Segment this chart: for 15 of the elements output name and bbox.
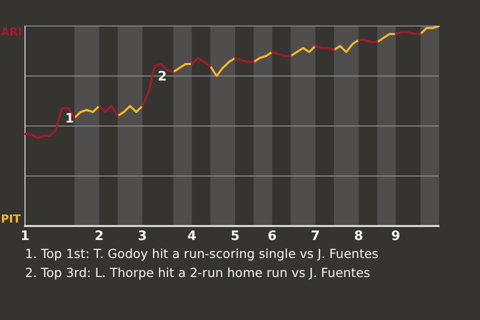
- text: ARI: [1, 25, 22, 38]
- x-tick-label: 6: [268, 229, 277, 244]
- x-tick-label: 4: [187, 229, 196, 244]
- x-tick-label: 7: [310, 229, 320, 244]
- text: 1. Top 1st: T. Godoy hit a run-scoring single vs J. Fuentes: [25, 245, 378, 263]
- x-tick-label: 2: [94, 229, 104, 244]
- x-tick-label: 8: [354, 229, 364, 244]
- annotation: 1: [65, 111, 74, 126]
- text: PIT: [1, 212, 22, 226]
- annotation: 2: [158, 69, 167, 84]
- x-tick-label: 3: [138, 229, 147, 244]
- x-tick-label: 9: [391, 229, 400, 244]
- x-tick-label: 1: [20, 229, 30, 244]
- x-tick-label: 5: [230, 229, 240, 244]
- text: 2. Top 3rd: L. Thorpe hit a 2-run home run vs J. Fuentes: [25, 264, 372, 282]
